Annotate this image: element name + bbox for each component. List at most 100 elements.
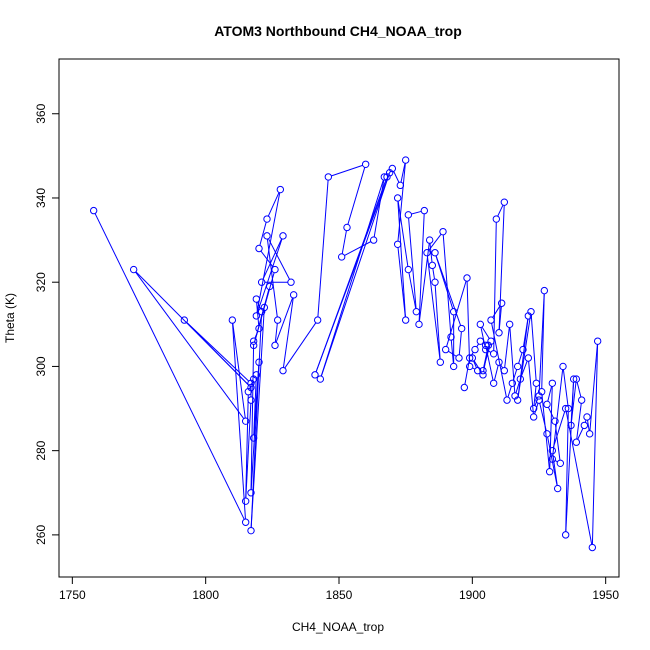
series-segment xyxy=(408,218,417,309)
data-point xyxy=(279,232,287,240)
data-point xyxy=(481,341,490,350)
series-segment xyxy=(393,171,400,183)
series-segment xyxy=(517,314,532,397)
series-segment xyxy=(507,386,512,398)
series-segment xyxy=(589,344,598,431)
data-point xyxy=(583,413,591,421)
data-point xyxy=(263,232,271,240)
series-segment xyxy=(250,344,255,490)
series-segment xyxy=(521,360,528,377)
data-point xyxy=(257,278,266,286)
data-point xyxy=(500,366,509,375)
series-segment xyxy=(492,305,501,318)
data-point xyxy=(548,446,557,455)
data-point xyxy=(404,265,413,274)
data-point xyxy=(519,345,527,354)
series-segment xyxy=(458,331,462,355)
data-point xyxy=(428,261,437,270)
data-point xyxy=(337,253,346,261)
data-point xyxy=(255,324,263,333)
data-point xyxy=(503,396,511,404)
plot-frame xyxy=(58,58,620,578)
series-segment xyxy=(518,352,523,364)
x-tick-label: 1750 xyxy=(59,588,86,602)
data-point xyxy=(241,518,250,526)
data-point xyxy=(561,404,570,413)
data-point xyxy=(463,274,471,282)
series-segment xyxy=(493,365,499,381)
series-segment xyxy=(541,293,545,389)
data-point xyxy=(489,350,498,358)
data-point xyxy=(585,430,594,438)
series-segment xyxy=(534,403,539,414)
series-segment xyxy=(256,302,260,326)
series-segment xyxy=(500,364,503,369)
series-segment xyxy=(186,322,250,386)
series-segment xyxy=(541,394,550,469)
series-segment xyxy=(555,460,558,463)
data-point xyxy=(524,354,533,362)
series-segment xyxy=(397,201,409,267)
series-segment xyxy=(320,175,390,377)
series-segment xyxy=(498,306,502,330)
x-axis: 1750 1800 1850 1900 1950 xyxy=(59,576,619,602)
series-segment xyxy=(397,201,406,317)
series-segment xyxy=(428,233,442,251)
data-point xyxy=(396,181,405,190)
series-0 xyxy=(89,156,602,552)
data-point xyxy=(287,278,295,286)
data-point xyxy=(260,303,269,312)
data-point xyxy=(247,526,255,535)
data-point xyxy=(577,396,586,404)
data-point xyxy=(476,320,485,329)
data-point xyxy=(313,316,322,324)
data-point xyxy=(343,223,351,232)
series-segment xyxy=(576,403,582,440)
data-point xyxy=(516,375,525,383)
series-segment xyxy=(232,323,246,418)
data-point xyxy=(393,240,402,249)
data-point xyxy=(455,354,463,362)
series-segment xyxy=(347,167,366,225)
series-segment xyxy=(254,272,275,343)
series-segment xyxy=(448,350,457,357)
data-point xyxy=(252,371,261,379)
data-point xyxy=(529,404,538,413)
data-point xyxy=(249,434,258,442)
data-point xyxy=(465,362,474,371)
series-segment xyxy=(515,382,520,393)
data-point xyxy=(415,320,423,329)
data-point xyxy=(263,215,271,223)
data-point xyxy=(561,531,570,539)
data-point xyxy=(479,371,487,379)
data-point xyxy=(540,286,549,295)
data-point xyxy=(449,362,458,371)
data-point xyxy=(265,282,274,291)
series-segment xyxy=(488,350,491,353)
series-segment xyxy=(262,238,283,280)
data-point xyxy=(89,206,98,215)
data-point xyxy=(401,156,410,164)
data-point xyxy=(439,227,447,236)
series-segment xyxy=(466,281,471,364)
series-segment xyxy=(135,271,245,419)
series-segment xyxy=(504,327,510,368)
data-point xyxy=(511,392,519,400)
data-point xyxy=(383,173,391,181)
series-segment xyxy=(577,428,584,440)
y-tick-label: 300 xyxy=(34,356,48,376)
data-point xyxy=(276,185,285,194)
series-segment xyxy=(267,192,280,217)
data-point xyxy=(567,421,575,430)
data-point xyxy=(537,387,546,396)
series-segment xyxy=(435,255,462,326)
series-segment xyxy=(250,310,265,528)
data-point xyxy=(593,337,602,345)
data-point xyxy=(369,236,378,244)
data-point xyxy=(551,417,559,425)
series-segment xyxy=(331,164,363,177)
series-segment xyxy=(426,255,441,360)
data-point xyxy=(564,404,573,413)
data-point xyxy=(487,316,495,324)
